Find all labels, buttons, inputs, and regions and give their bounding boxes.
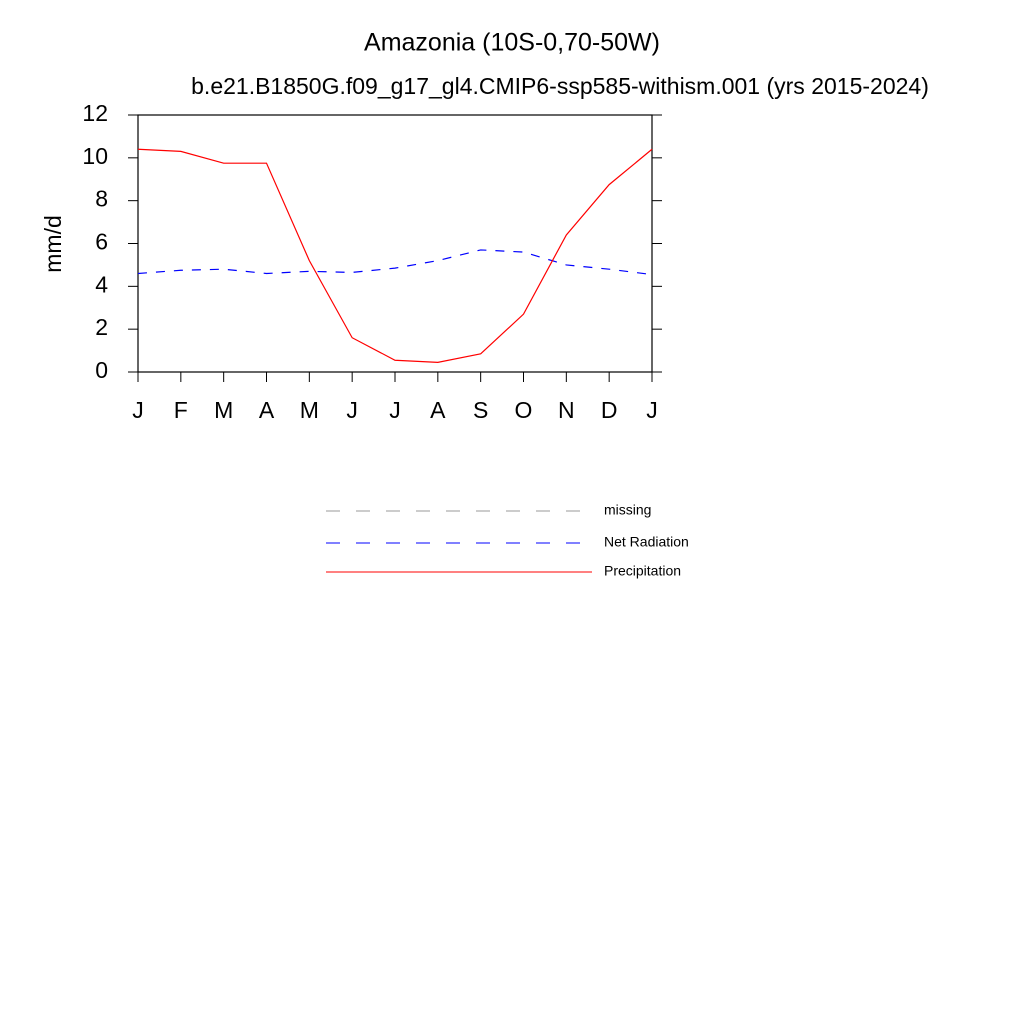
- legend-label: Precipitation: [604, 563, 681, 579]
- x-tick-label: J: [346, 397, 358, 423]
- y-axis-label: mm/d: [40, 215, 66, 273]
- y-tick-label: 0: [95, 357, 108, 383]
- x-tick-label: J: [646, 397, 658, 423]
- x-tick-label: D: [601, 397, 618, 423]
- x-tick-label: M: [214, 397, 233, 423]
- y-tick-label: 6: [95, 229, 108, 255]
- y-tick-label: 2: [95, 314, 108, 340]
- x-tick-label: A: [259, 397, 275, 423]
- chart-subtitle: b.e21.B1850G.f09_g17_gl4.CMIP6-ssp585-wi…: [191, 73, 929, 99]
- x-tick-label: M: [300, 397, 319, 423]
- y-tick-label: 4: [95, 271, 108, 297]
- series-line: [137, 148, 653, 363]
- y-tick-label: 8: [95, 186, 108, 212]
- x-tick-label: J: [132, 397, 144, 423]
- x-tick-label: A: [430, 397, 446, 423]
- series-line: [137, 249, 653, 276]
- y-tick-label: 12: [82, 100, 108, 126]
- chart-title: Amazonia (10S-0,70-50W): [364, 29, 660, 57]
- legend-label: missing: [604, 502, 651, 518]
- x-tick-label: O: [515, 397, 533, 423]
- y-tick-label: 10: [82, 143, 108, 169]
- x-tick-label: S: [473, 397, 488, 423]
- x-tick-label: F: [174, 397, 188, 423]
- x-tick-label: J: [389, 397, 401, 423]
- legend-label: Net Radiation: [604, 534, 689, 550]
- x-tick-label: N: [558, 397, 575, 423]
